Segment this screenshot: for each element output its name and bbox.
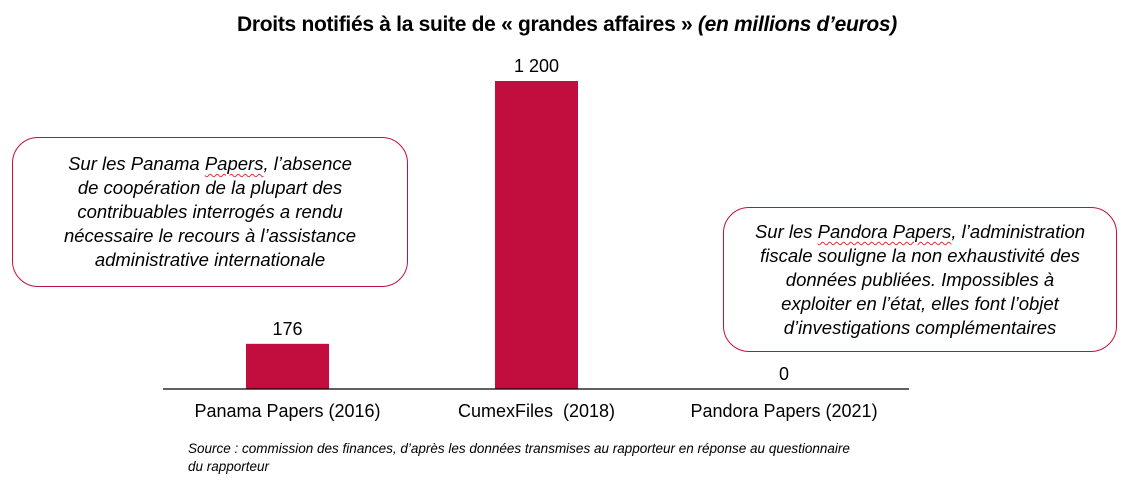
callout-text: contribuables interrogés a rendu [77,201,343,222]
callout-line: de coopération de la plupart des [13,176,407,200]
x-tick-label: Pandora Papers (2021) [690,401,877,421]
bar [246,343,329,389]
callout-pandora: Sur les Pandora Papers, l’administration… [723,207,1117,352]
callout-text: nécessaire le recours à l’assistance [63,225,357,246]
callout-line: Sur les Panama Papers, l’absence [13,152,407,176]
callout-text: , l’absence [263,153,352,174]
callout-text: administrative internationale [94,249,326,270]
callout-text: exploiter en l’état, elles font l’objet [781,293,1059,314]
source-note: Source : commission des finances, d’aprè… [188,441,850,474]
callout-text: Sur les [754,221,818,242]
callout-text: d’investigations complémentaires [783,317,1057,338]
bars-group [246,81,578,389]
callout-panama: Sur les Panama Papers, l’absence de coopé… [12,137,408,287]
chart-title: Droits notifiés à la suite de « grandes … [0,13,1134,37]
data-label: 176 [272,319,302,339]
callout-text-spellcheck: Papers [204,153,264,174]
callout-line: contribuables interrogés a rendu [13,200,407,224]
x-tick-label: CumexFiles (2018) [458,401,615,421]
callout-text: fiscale souligne la non exhaustivité des [760,245,1080,266]
data-labels-group: 176 1 200 0 [272,56,789,384]
callout-line: administrative internationale [13,248,407,272]
data-label: 1 200 [514,56,559,76]
bar [495,81,578,389]
chart-title-main: Droits notifiés à la suite de « grandes … [237,13,693,36]
callout-line: fiscale souligne la non exhaustivité des [724,244,1116,268]
callout-line: nécessaire le recours à l’assistance [13,224,407,248]
callout-line: d’investigations complémentaires [724,316,1116,340]
chart-title-unit: (en millions d’euros) [697,13,897,36]
callout-text: Sur les Panama [68,153,205,174]
data-label: 0 [779,364,789,384]
callout-line: exploiter en l’état, elles font l’objet [724,292,1116,316]
x-tick-labels-group: Panama Papers (2016) CumexFiles (2018) Pan… [194,401,877,421]
callout-text: de coopération de la plupart des [77,177,343,198]
callout-text: , l’administration [951,221,1086,242]
x-tick-label: Panama Papers (2016) [194,401,380,421]
callout-line: Sur les Pandora Papers, l’administration [724,220,1116,244]
callout-line: données publiées. Impossibles à [724,268,1116,292]
callout-text-spellcheck: Pandora Papers [817,221,952,242]
callout-text: données publiées. Impossibles à [785,269,1055,290]
